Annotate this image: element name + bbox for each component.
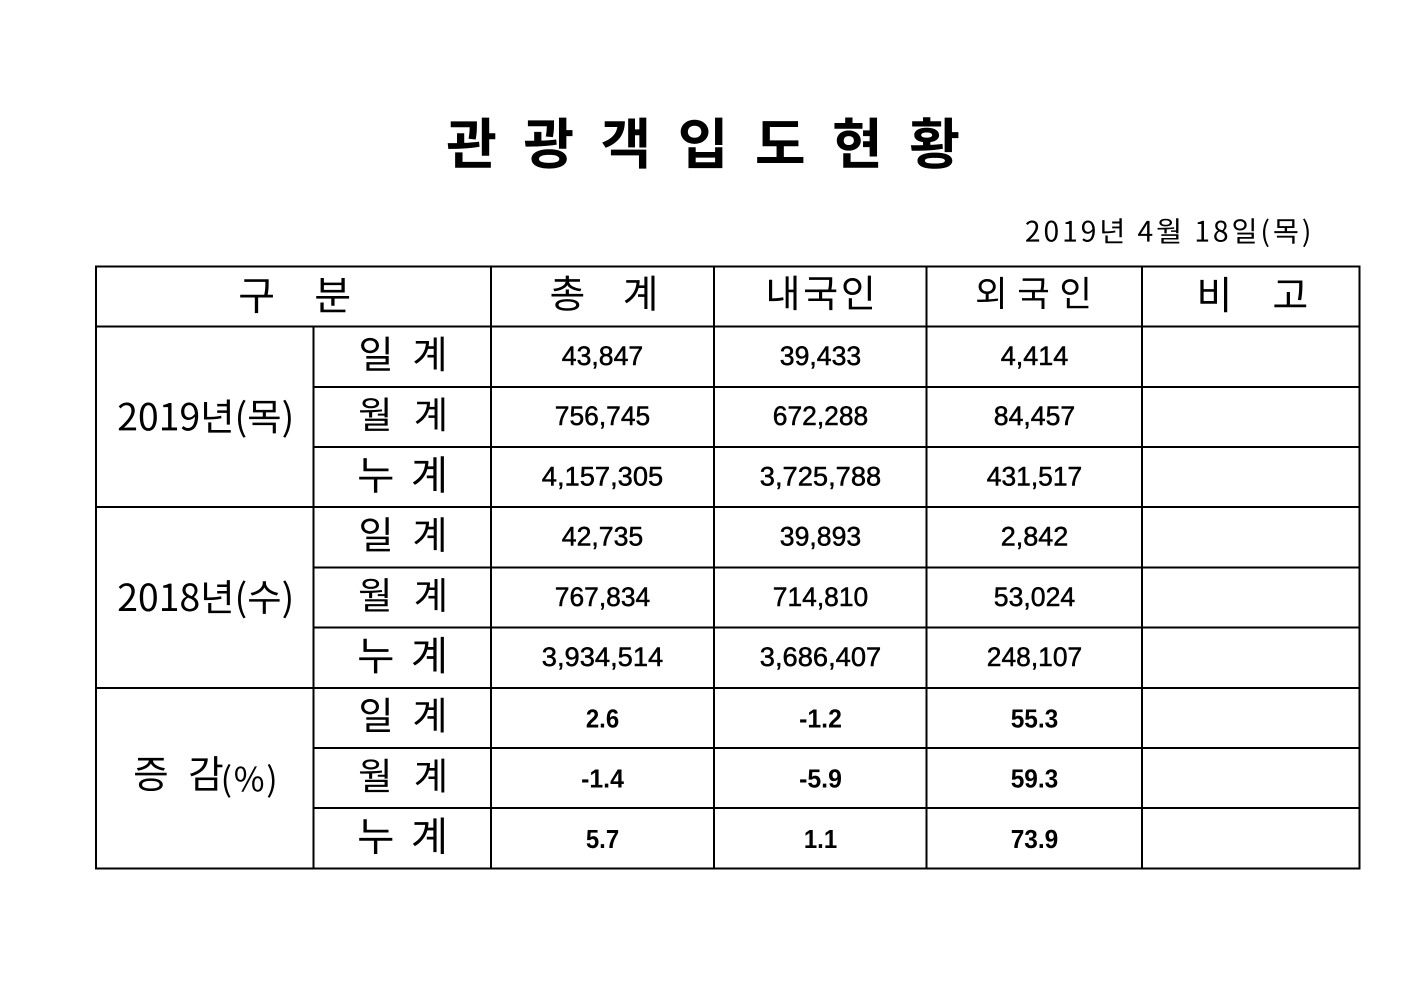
svg-text:55.3: 55.3: [1011, 703, 1059, 733]
svg-text:59.3: 59.3: [1011, 764, 1059, 794]
svg-text:431,517: 431,517: [987, 461, 1082, 491]
svg-text:756,745: 756,745: [555, 401, 650, 431]
svg-text:2.6: 2.6: [586, 703, 619, 733]
svg-text:714,810: 714,810: [773, 582, 868, 612]
svg-text:43,847: 43,847: [562, 341, 644, 371]
svg-text:39,433: 39,433: [780, 341, 862, 371]
svg-text:672,288: 672,288: [773, 401, 868, 431]
svg-text:3,725,788: 3,725,788: [760, 461, 881, 491]
svg-text:4,157,305: 4,157,305: [542, 461, 663, 491]
svg-text:248,107: 248,107: [987, 642, 1082, 672]
svg-text:-1.2: -1.2: [799, 703, 842, 733]
svg-text:1.1: 1.1: [804, 824, 837, 854]
svg-text:-5.9: -5.9: [799, 764, 842, 794]
svg-text:3,934,514: 3,934,514: [542, 642, 663, 672]
svg-text:4,414: 4,414: [1001, 341, 1069, 371]
svg-text:767,834: 767,834: [555, 582, 650, 612]
svg-text:-1.4: -1.4: [581, 764, 624, 794]
svg-text:5.7: 5.7: [586, 824, 619, 854]
svg-text:2,842: 2,842: [1001, 522, 1069, 552]
svg-text:84,457: 84,457: [994, 401, 1076, 431]
svg-text:3,686,407: 3,686,407: [760, 642, 881, 672]
svg-text:39,893: 39,893: [780, 522, 862, 552]
svg-text:53,024: 53,024: [994, 582, 1076, 612]
svg-text:73.9: 73.9: [1011, 824, 1059, 854]
svg-text:42,735: 42,735: [562, 522, 644, 552]
